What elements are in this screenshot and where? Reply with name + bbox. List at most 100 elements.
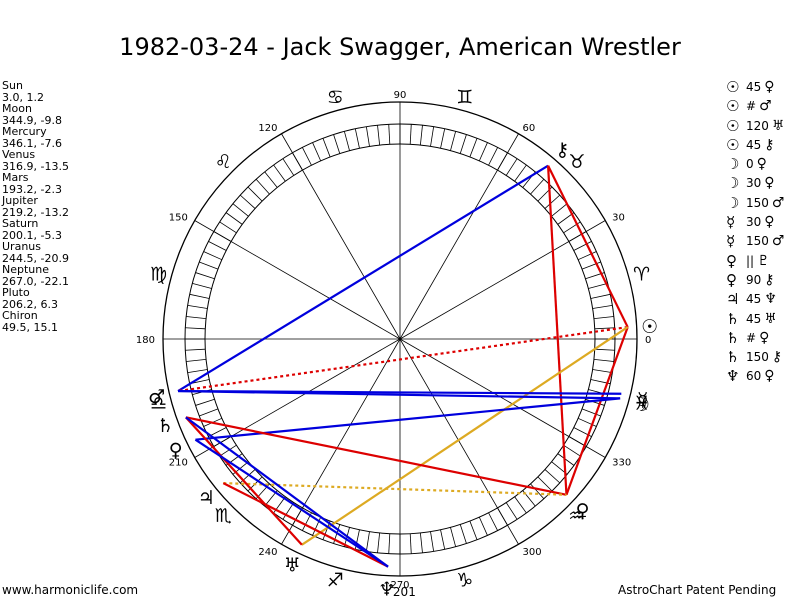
degree-label: 210 [169, 458, 188, 469]
planet-name-uranus: Uranus [2, 240, 41, 253]
aspect-planet-glyph: ☉ [726, 97, 740, 116]
planet-mercury-icon: ☿ [637, 389, 649, 411]
zodiac-taurus-icon: ♉ [568, 151, 585, 173]
degree-tick [232, 203, 249, 217]
zodiac-pisces-icon: ♓ [633, 393, 650, 415]
degree-tick [581, 408, 601, 417]
aspect-row: ☉ 120 ♅ [726, 117, 784, 136]
degree-tick [440, 128, 446, 149]
degree-tick [187, 369, 208, 374]
degree-label: 240 [258, 547, 277, 558]
patent-footer: AstroChart Patent Pending [618, 583, 777, 597]
degree-tick [505, 502, 518, 520]
aspect-lines [177, 164, 629, 568]
planet-name-jupiter: Jupiter [2, 194, 38, 207]
house-spoke [399, 220, 606, 340]
degree-tick [544, 469, 561, 484]
planet-position-saturn: 200.1, -5.3 [2, 228, 62, 242]
aspect-angle: 150 [746, 195, 769, 210]
degree-tick [419, 532, 423, 553]
aspect-planet-glyph: ♄ [726, 328, 740, 347]
degree-tick [459, 134, 467, 154]
aspect-row: ☿ 150 ♂ [726, 232, 784, 251]
degree-label: 60 [523, 123, 536, 134]
planet-name-chiron: Chiron [2, 309, 38, 322]
aspect-line-saturn-uranus [185, 416, 303, 546]
degree-tick [186, 316, 207, 320]
degree-tick [199, 261, 219, 270]
degree-tick [225, 212, 243, 225]
page-title: 1982-03-24 - Jack Swagger, American Wres… [119, 33, 681, 61]
degree-tick [195, 272, 215, 280]
planet-position-venus: 316.9, -13.5 [2, 159, 69, 173]
aspect-line-chiron-mars [177, 164, 549, 393]
planet-name-moon: Moon [2, 102, 32, 115]
planet-sun-icon: ☉ [641, 316, 658, 338]
degree-tick [185, 327, 206, 330]
aspect-row: ☉ 45 ♀ [726, 78, 784, 97]
degree-tick [273, 164, 286, 182]
degree-tick [573, 241, 592, 251]
aspect-angle: 150 [746, 234, 769, 249]
aspect-line-jupiter-neptune [222, 482, 389, 568]
degree-tick [186, 358, 207, 362]
zodiac-gemini-icon: ♊ [456, 87, 473, 109]
zodiac-capricorn-icon: ♑ [456, 569, 473, 591]
house-spoke [281, 133, 401, 340]
aspect-planet-glyph: ♀ [759, 329, 770, 346]
planet-position-list: Sun 3.0, 1.2 Moon 344.9, -9.8 Mercury 346.1, … [2, 80, 69, 333]
degree-label: 300 [523, 547, 542, 558]
aspect-planet-glyph: ♀ [764, 175, 775, 192]
planet-name-saturn: Saturn [2, 217, 39, 230]
aspect-planet-glyph: ♂ [771, 233, 785, 250]
house-spoke [281, 338, 401, 545]
aspect-row: ♄ 45 ♅ [726, 310, 784, 329]
degree-label: 180 [136, 335, 155, 346]
planet-position-chiron: 49.5, 15.1 [2, 320, 58, 334]
planet-pluto-icon: ♀ [169, 439, 183, 461]
degree-tick [590, 293, 611, 299]
aspect-planet-glyph: ☿ [726, 213, 736, 232]
planet-position-mars: 193.2, -2.3 [2, 182, 62, 196]
aspect-angle: 60 [746, 369, 762, 384]
aspect-angle: 45 [746, 292, 762, 307]
aspect-line-pluto-neptune [194, 438, 389, 568]
degree-tick [450, 131, 457, 151]
planet-mars-icon: ♂ [148, 386, 165, 408]
aspect-planet-glyph: ♀ [764, 368, 775, 385]
degree-tick [478, 142, 488, 162]
aspect-line-mercury-mars [178, 389, 622, 395]
ascendant-label: 201 [393, 585, 416, 599]
zodiac-aquarius-icon: ♒ [568, 505, 585, 527]
degree-tick [282, 502, 295, 520]
degree-tick [469, 138, 478, 158]
aspect-planet-glyph: ☽ [726, 155, 740, 174]
aspect-planet-glyph: ☉ [726, 78, 740, 96]
planet-position-pluto: 206.2, 6.3 [2, 297, 58, 311]
degree-tick [593, 358, 614, 362]
planet-uranus-icon: ♅ [284, 555, 301, 577]
degree-tick [450, 527, 457, 547]
degree-tick [592, 304, 613, 309]
site-footer[interactable]: www.harmoniclife.com [2, 583, 139, 597]
planet-name-mars: Mars [2, 171, 29, 184]
aspect-planet-glyph: ☽ [726, 193, 740, 212]
degree-tick [208, 241, 227, 251]
zodiac-libra-icon: ♎ [150, 393, 167, 415]
planet-neptune-icon: ♆ [378, 579, 395, 600]
aspect-planet-glyph: ♄ [726, 348, 740, 367]
planet-glyphs: ☉ ☽☿ ♀ ♂ ♃ ♄ ♅ ♆ ♀ ⚷ [148, 139, 658, 600]
degree-label: 270 [390, 580, 409, 591]
aspect-planet-glyph: ♀ [726, 251, 737, 270]
degree-tick [365, 531, 370, 552]
aspect-planet-glyph: ♇ [757, 252, 770, 269]
degree-tick [588, 282, 608, 289]
aspect-planet-glyph: ♆ [726, 367, 740, 386]
planet-position-jupiter: 219.2, -13.2 [2, 205, 69, 219]
degree-tick [505, 158, 518, 176]
aspect-row: ☿ 30 ♀ [726, 213, 784, 232]
planet-name-pluto: Pluto [2, 286, 30, 299]
degree-label: 90 [394, 90, 407, 101]
degree-tick [199, 408, 219, 417]
